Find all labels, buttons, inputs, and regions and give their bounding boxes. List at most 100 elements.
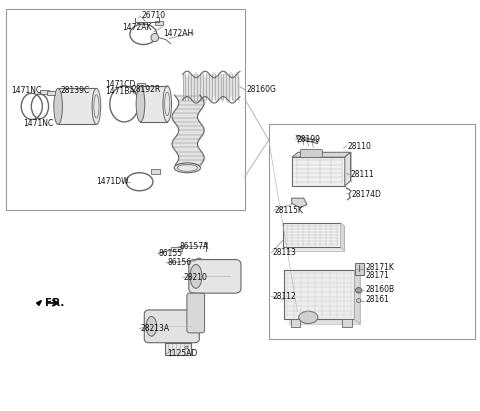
Bar: [227, 74, 228, 100]
Text: 86155: 86155: [158, 249, 183, 258]
Bar: [6, 9, 245, 210]
Bar: [171, 247, 181, 252]
Bar: [193, 77, 194, 103]
Bar: [197, 74, 198, 100]
Text: 28112: 28112: [273, 292, 296, 301]
Bar: [189, 74, 190, 100]
Bar: [238, 74, 239, 100]
Polygon shape: [354, 270, 360, 324]
Text: 28161: 28161: [365, 295, 389, 304]
Bar: [200, 74, 201, 100]
Bar: [203, 74, 204, 100]
Text: 1471BA: 1471BA: [105, 87, 135, 96]
Bar: [298, 152, 350, 181]
Text: 1472AK: 1472AK: [122, 23, 151, 32]
Bar: [47, 91, 55, 95]
Text: 28199: 28199: [297, 136, 321, 144]
Bar: [183, 72, 184, 97]
Bar: [151, 169, 159, 173]
Text: 28192R: 28192R: [132, 85, 161, 95]
Polygon shape: [345, 152, 350, 186]
Polygon shape: [36, 300, 41, 305]
Bar: [191, 72, 192, 97]
FancyBboxPatch shape: [144, 310, 199, 343]
Bar: [226, 72, 227, 97]
Bar: [214, 72, 215, 97]
Bar: [204, 242, 207, 244]
Bar: [195, 72, 196, 97]
Ellipse shape: [190, 265, 202, 288]
Ellipse shape: [146, 316, 157, 336]
Bar: [211, 77, 212, 103]
FancyBboxPatch shape: [300, 149, 323, 157]
Bar: [230, 72, 231, 97]
Bar: [184, 72, 185, 97]
Text: 28171K: 28171K: [365, 263, 394, 272]
Bar: [269, 124, 475, 339]
Bar: [207, 72, 208, 97]
Bar: [221, 77, 222, 103]
Ellipse shape: [357, 299, 361, 302]
Bar: [205, 77, 206, 103]
Text: FR.: FR.: [45, 298, 65, 308]
Ellipse shape: [92, 88, 101, 125]
FancyBboxPatch shape: [187, 293, 204, 333]
Bar: [194, 74, 195, 100]
Bar: [289, 275, 360, 324]
Bar: [209, 74, 210, 100]
Text: 28139C: 28139C: [60, 86, 90, 95]
Ellipse shape: [357, 289, 360, 292]
Text: 28213A: 28213A: [141, 324, 169, 333]
Bar: [218, 72, 219, 97]
Bar: [233, 77, 234, 103]
Bar: [187, 77, 189, 103]
Bar: [196, 72, 197, 97]
Text: 28210: 28210: [183, 272, 207, 282]
Bar: [186, 77, 187, 103]
Text: 1471NC: 1471NC: [24, 119, 54, 128]
Bar: [208, 72, 209, 97]
Bar: [291, 319, 300, 327]
Text: 86156: 86156: [167, 259, 192, 267]
Ellipse shape: [163, 86, 171, 122]
Text: 28110: 28110: [348, 142, 372, 150]
Text: 28160G: 28160G: [246, 85, 276, 95]
Bar: [287, 226, 344, 251]
Text: 28174D: 28174D: [351, 189, 381, 199]
Ellipse shape: [136, 86, 145, 122]
Bar: [155, 21, 163, 25]
Text: 28113: 28113: [273, 248, 297, 257]
Text: 1471NC: 1471NC: [11, 86, 41, 95]
Bar: [231, 72, 232, 97]
Bar: [235, 74, 236, 100]
Bar: [216, 77, 217, 103]
Ellipse shape: [54, 88, 62, 125]
FancyBboxPatch shape: [189, 260, 241, 293]
Ellipse shape: [185, 346, 188, 349]
Polygon shape: [292, 152, 350, 157]
Ellipse shape: [299, 311, 318, 323]
Bar: [237, 72, 238, 97]
Text: 86157A: 86157A: [180, 242, 209, 251]
Bar: [236, 72, 237, 97]
Bar: [225, 72, 226, 97]
Bar: [219, 72, 220, 97]
Bar: [165, 343, 191, 355]
Bar: [217, 74, 218, 100]
Bar: [185, 74, 186, 100]
Text: 1471DW: 1471DW: [96, 177, 129, 186]
Bar: [355, 263, 364, 275]
Bar: [229, 74, 230, 100]
Text: 1471CD: 1471CD: [105, 80, 135, 89]
Bar: [283, 223, 340, 247]
Polygon shape: [292, 198, 307, 208]
Bar: [220, 74, 221, 100]
Text: 1125AD: 1125AD: [167, 349, 197, 358]
Bar: [137, 83, 145, 87]
Ellipse shape: [174, 163, 201, 173]
Bar: [201, 72, 202, 97]
Text: 28171: 28171: [365, 270, 389, 279]
Bar: [141, 86, 167, 122]
Bar: [239, 77, 240, 103]
Polygon shape: [340, 223, 344, 251]
